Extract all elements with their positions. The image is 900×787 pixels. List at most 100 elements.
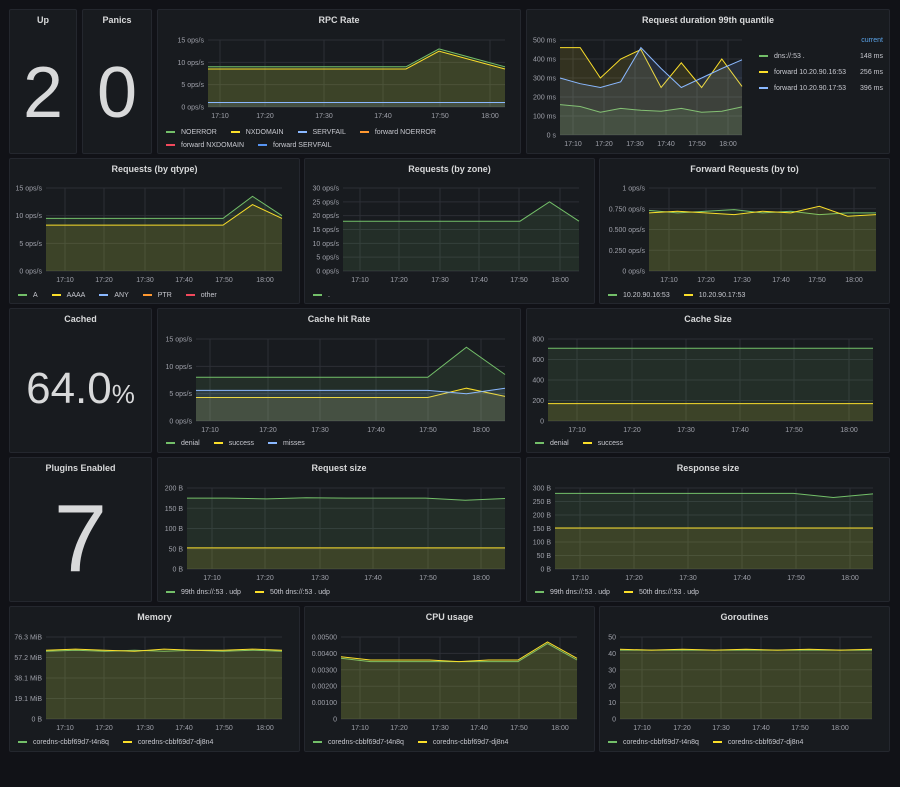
legend-item[interactable]: . bbox=[313, 289, 330, 302]
panel-title: Response size bbox=[676, 463, 740, 473]
series-line bbox=[555, 492, 874, 499]
panel-cache-hit-rate[interactable]: Cache hit Rate 15 ops/s 10 ops/s 5 ops/s 0 … bbox=[157, 308, 521, 453]
panel-cpu-usage[interactable]: CPU usage 0.00500 0.00400 0.00300 0.00200 0.… bbox=[304, 606, 595, 752]
x-tick-label: 17:30 bbox=[136, 277, 154, 284]
legend-item[interactable]: 50th dns://:53 . udp bbox=[254, 586, 330, 599]
legend-item[interactable]: success bbox=[582, 437, 623, 450]
y-tick-label: 0 ops/s bbox=[622, 269, 645, 276]
x-tick-label: 17:30 bbox=[677, 427, 695, 434]
x-tick-label: 17:30 bbox=[626, 141, 644, 148]
legend-item[interactable]: NXDOMAIN bbox=[230, 126, 284, 139]
chart-svg: 800 600 400 200 0 17:10 17:20 17:30 17:40 17:50 18… bbox=[532, 337, 873, 434]
legend-item[interactable]: coredns-cbbf69d7-t4n8q bbox=[313, 736, 404, 749]
y-tick-label: 0.00500 bbox=[312, 635, 337, 642]
y-tick-label: 0.00300 bbox=[312, 667, 337, 674]
legend-item[interactable]: coredns-cbbf69d7-t4n8q bbox=[608, 736, 699, 749]
legend-item[interactable]: forward SERVFAIL bbox=[258, 139, 332, 152]
x-tick-label: 17:20 bbox=[95, 277, 113, 284]
legend-swatch bbox=[759, 54, 768, 57]
legend-label: other bbox=[200, 292, 217, 299]
legend-item[interactable]: 10.20.90.16:53 bbox=[608, 289, 670, 302]
panel-goroutines[interactable]: Goroutines 50 40 30 20 10 0 17:10 17:20 17:30 17:… bbox=[599, 606, 890, 752]
legend-item[interactable]: denial bbox=[166, 437, 200, 450]
legend-row[interactable]: dns://:53 . 148 ms bbox=[759, 48, 883, 64]
legend-item[interactable]: success bbox=[213, 437, 254, 450]
panel-requests-qtype[interactable]: Requests (by qtype) 15 ops/s 10 ops/s 5 op… bbox=[9, 158, 300, 304]
legend-item[interactable]: ANY bbox=[99, 289, 129, 302]
legend-swatch bbox=[313, 741, 322, 744]
legend-item[interactable]: coredns-cbbf69d7-dj8n4 bbox=[122, 736, 213, 749]
x-tick-label: 17:40 bbox=[374, 113, 392, 120]
y-tick-label: 10 ops/s bbox=[313, 241, 340, 248]
legend-item[interactable]: coredns-cbbf69d7-t4n8q bbox=[18, 736, 109, 749]
legend-item[interactable]: 99th dns://:53 . udp bbox=[535, 586, 610, 599]
legend-item[interactable]: NOERROR bbox=[166, 126, 217, 139]
panel-cache-size[interactable]: Cache Size 800 600 400 200 0 17:10 17:20 17:30 1… bbox=[526, 308, 890, 453]
legend-item[interactable]: 50th dns://:53 . udp bbox=[623, 586, 699, 599]
legend-label: A bbox=[33, 292, 38, 299]
legend-item[interactable]: forward NOERROR bbox=[359, 126, 436, 139]
x-tick-label: 17:20 bbox=[256, 113, 274, 120]
x-tick-label: 17:50 bbox=[808, 277, 826, 284]
legend-item[interactable]: coredns-cbbf69d7-dj8n4 bbox=[712, 736, 803, 749]
stat-panel-plugins[interactable]: Plugins Enabled 7 bbox=[9, 457, 152, 602]
chart-svg: 76.3 MiB 57.2 MiB 38.1 MiB 19.1 MiB 0 B 17:10… bbox=[14, 635, 283, 732]
x-tick-label: 17:30 bbox=[679, 575, 697, 582]
stat-panel-up[interactable]: Up 2 bbox=[9, 9, 77, 154]
x-tick-label: 17:50 bbox=[431, 113, 449, 120]
series-area bbox=[341, 643, 577, 719]
y-tick-label: 0.00100 bbox=[312, 700, 337, 707]
legend-name: dns://:53 . bbox=[774, 52, 805, 60]
y-tick-label: 200 ms bbox=[533, 95, 556, 102]
y-tick-label: 0 ops/s bbox=[19, 269, 42, 276]
y-tick-label: 0.250 ops/s bbox=[609, 248, 646, 255]
legend-swatch bbox=[99, 294, 109, 297]
panel-request-duration[interactable]: Request duration 99th quantile 500 ms 400… bbox=[526, 9, 890, 154]
legend-row[interactable]: forward 10.20.90.17:53 396 ms bbox=[759, 80, 883, 96]
legend-swatch bbox=[608, 741, 617, 744]
series-line bbox=[208, 48, 506, 68]
legend-item[interactable]: 10.20.90.17:53 bbox=[683, 289, 745, 302]
y-tick-label: 38.1 MiB bbox=[14, 676, 42, 683]
legend-column-header[interactable]: current bbox=[861, 37, 883, 44]
legend-label: forward SERVFAIL bbox=[273, 142, 332, 149]
legend-item[interactable]: denial bbox=[535, 437, 569, 450]
panel-forward-requests[interactable]: Forward Requests (by to) 1 ops/s 0.750 op… bbox=[599, 158, 890, 304]
x-tick-label: 17:20 bbox=[625, 575, 643, 582]
x-tick-label: 17:50 bbox=[419, 427, 437, 434]
legend-label: ANY bbox=[114, 292, 129, 299]
legend-item[interactable]: 99th dns://:53 . udp bbox=[166, 586, 241, 599]
stat-panel-cached[interactable]: Cached 64.0% bbox=[9, 308, 152, 453]
y-tick-label: 5 ops/s bbox=[316, 255, 339, 262]
legend-item[interactable]: AAAA bbox=[51, 289, 85, 302]
legend-item[interactable]: misses bbox=[267, 437, 305, 450]
x-tick-label: 18:00 bbox=[841, 575, 859, 582]
legend-item[interactable]: A bbox=[18, 289, 38, 302]
x-tick-label: 17:10 bbox=[351, 277, 369, 284]
legend-item[interactable]: SERVFAIL bbox=[297, 126, 346, 139]
x-tick-label: 17:50 bbox=[787, 575, 805, 582]
legend-swatch bbox=[166, 131, 175, 134]
panel-request-size[interactable]: Request size 200 B 150 B 100 B 50 B 0 B 17:10… bbox=[157, 457, 521, 602]
stat-panel-panics[interactable]: Panics 0 bbox=[82, 9, 152, 154]
legend-item[interactable]: other bbox=[185, 289, 217, 302]
legend-item[interactable]: forward NXDOMAIN bbox=[166, 139, 244, 152]
legend-swatch bbox=[582, 442, 592, 445]
legend-item[interactable]: PTR bbox=[142, 289, 172, 302]
legend-row[interactable]: forward 10.20.90.16:53 256 ms bbox=[759, 64, 883, 80]
y-tick-label: 0.750 ops/s bbox=[609, 206, 646, 213]
panel-rpc-rate[interactable]: RPC Rate 15 ops/s 10 ops/s 5 ops/s 0 ops/s 1… bbox=[157, 9, 521, 154]
x-tick-label: 18:00 bbox=[831, 725, 849, 732]
panel-requests-zone[interactable]: Requests (by zone) 30 ops/s 25 ops/s 20 op… bbox=[304, 158, 595, 304]
x-tick-label: 17:40 bbox=[367, 427, 385, 434]
panel-memory[interactable]: Memory 76.3 MiB 57.2 MiB 38.1 MiB 19.1 MiB 0… bbox=[9, 606, 300, 752]
chart-legend: 99th dns://:53 . udp 50th dns://:53 . udp bbox=[166, 586, 514, 599]
y-tick-label: 20 ops/s bbox=[313, 213, 340, 220]
series-line bbox=[45, 649, 283, 652]
series-line bbox=[340, 641, 578, 663]
x-tick-label: 17:40 bbox=[731, 427, 749, 434]
panel-response-size[interactable]: Response size 300 B 250 B 200 B 150 B 100 B 5… bbox=[526, 457, 890, 602]
series-line bbox=[208, 50, 506, 70]
legend-item[interactable]: coredns-cbbf69d7-dj8n4 bbox=[417, 736, 508, 749]
series-line bbox=[619, 648, 873, 651]
